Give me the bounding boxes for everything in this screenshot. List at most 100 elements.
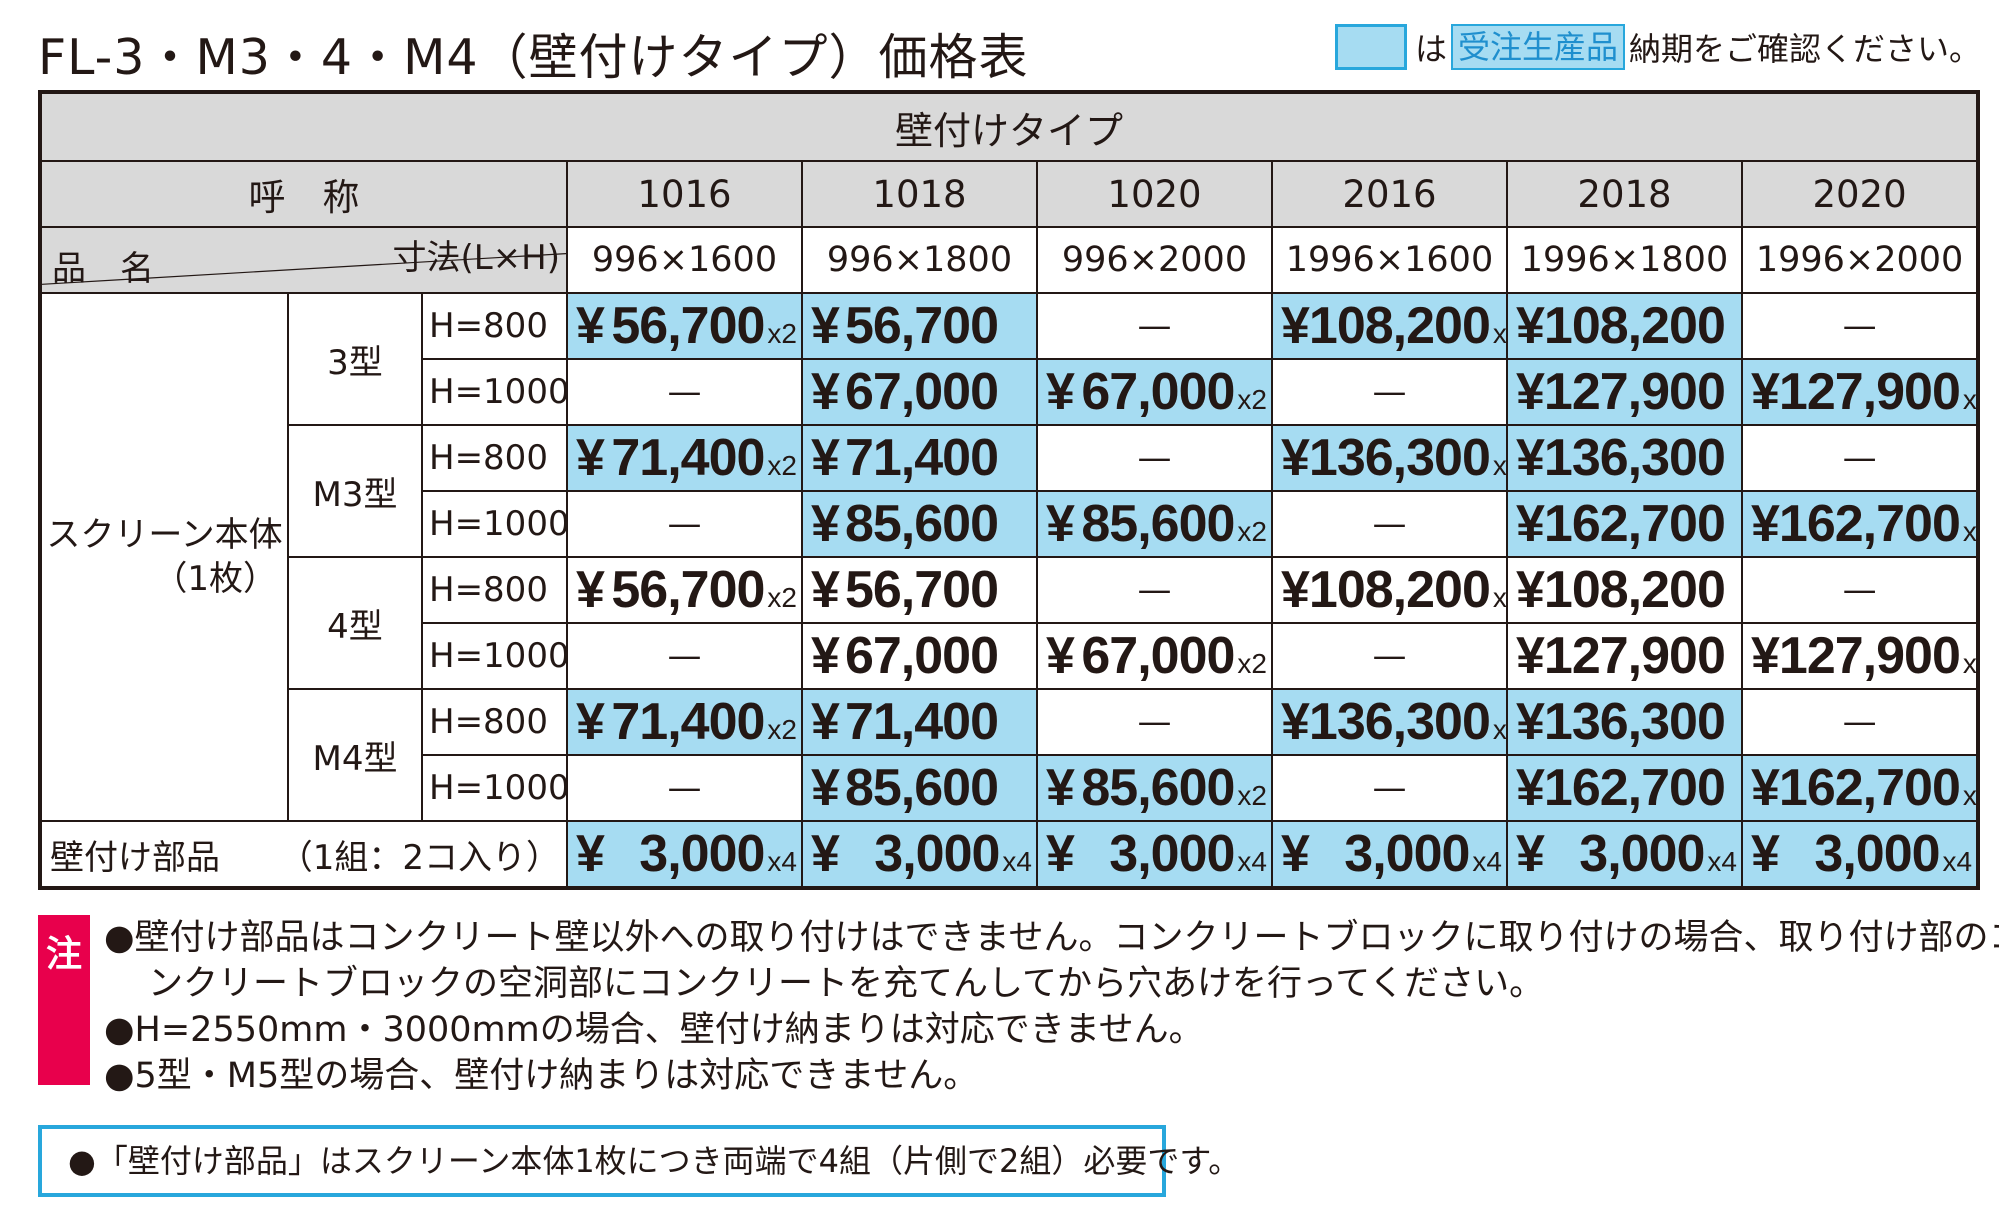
- price-cell: ¥85,600 x2: [1036, 754, 1273, 822]
- price-cell: ¥67,000: [801, 358, 1038, 426]
- empty-cell: —: [566, 754, 803, 822]
- price-cell: ¥136,300x2: [1271, 688, 1508, 756]
- type-cell: 3型: [287, 292, 423, 426]
- price-amount: 127,900: [1778, 627, 1961, 685]
- price-amount: 136,300: [1308, 429, 1491, 487]
- size-header: 1996×2000: [1740, 226, 1980, 294]
- empty-cell: —: [1036, 556, 1273, 624]
- yen-sign: ¥: [1516, 627, 1545, 685]
- price-amount: 71,400: [611, 693, 765, 751]
- price-cell: ¥162,700: [1506, 754, 1743, 822]
- yen-sign: ¥: [1281, 561, 1310, 619]
- multiplier: x2: [1492, 450, 1507, 481]
- empty-cell: —: [1036, 292, 1273, 360]
- yen-sign: ¥: [1046, 759, 1075, 817]
- price-cell: ¥67,000 x2: [1036, 358, 1273, 426]
- price-amount: 71,400: [844, 693, 999, 751]
- price-amount: 71,400: [844, 429, 999, 487]
- price-amount: 3,000: [1579, 825, 1705, 883]
- yen-sign: ¥: [1516, 759, 1545, 817]
- empty-cell: —: [566, 358, 803, 426]
- price-cell: ¥127,900: [1506, 622, 1743, 690]
- price-amount: 108,200: [1543, 561, 1726, 619]
- multiplier: x2: [1962, 516, 1977, 547]
- yen-sign: ¥: [1516, 297, 1545, 355]
- yen-sign: ¥: [811, 297, 840, 355]
- yen-sign: ¥: [1516, 825, 1545, 883]
- price-amount: 71,400: [611, 429, 765, 487]
- series-header: 1018: [801, 160, 1038, 228]
- price-cell: ¥3,000 x4: [1506, 820, 1743, 889]
- yen-sign: ¥: [1281, 429, 1310, 487]
- price-cell: ¥71,400: [801, 424, 1038, 492]
- yen-sign: ¥: [811, 693, 840, 751]
- price-amount: 136,300: [1308, 693, 1491, 751]
- price-amount: 56,700: [611, 561, 765, 619]
- price-amount: 67,000: [844, 627, 999, 685]
- multiplier: x4: [1707, 846, 1737, 877]
- yen-sign: ¥: [1751, 495, 1780, 553]
- multiplier: x2: [1237, 384, 1267, 415]
- yen-sign: ¥: [811, 759, 840, 817]
- multiplier: x4: [1002, 846, 1032, 877]
- yen-sign: ¥: [576, 297, 605, 355]
- series-header: 1020: [1036, 160, 1273, 228]
- price-amount: 3,000: [639, 825, 765, 883]
- yen-sign: ¥: [811, 429, 840, 487]
- empty-cell: —: [1740, 292, 1980, 360]
- price-amount: 56,700: [611, 297, 765, 355]
- note-line: ●壁付け部品はコンクリート壁以外への取り付けはできません。コンクリートブロックに…: [104, 918, 1999, 958]
- height-cell: H=1000: [421, 358, 568, 426]
- price-cell: ¥56,700 x2: [566, 556, 803, 624]
- table-row: 4型H=800¥56,700x2¥56,700—¥108,200x2¥108,2…: [40, 556, 1980, 690]
- price-cell: ¥127,900x2: [1740, 622, 1980, 690]
- yen-sign: ¥: [1281, 297, 1310, 355]
- yen-sign: ¥: [576, 693, 605, 751]
- price-amount: 3,000: [1344, 825, 1470, 883]
- height-cell: H=800: [421, 556, 568, 624]
- yen-sign: ¥: [811, 627, 840, 685]
- yen-sign: ¥: [1281, 825, 1310, 883]
- price-amount: 85,600: [1081, 495, 1235, 553]
- yen-sign: ¥: [1516, 495, 1545, 553]
- empty-cell: —: [1740, 688, 1980, 756]
- yen-sign: ¥: [1516, 561, 1545, 619]
- empty-cell: —: [1036, 688, 1273, 756]
- page-title: FL-3・M3・4・M4（壁付けタイプ）価格表: [38, 29, 1029, 86]
- multiplier: x2: [767, 450, 797, 481]
- table-row: H=1000— ¥67,000 ¥67,000 x2— ¥127,900 ¥127,900…: [40, 622, 1980, 690]
- multiplier: x2: [767, 318, 797, 349]
- price-amount: 56,700: [844, 297, 999, 355]
- price-cell: ¥3,000 x4: [566, 820, 803, 889]
- empty-cell: —: [1271, 358, 1508, 426]
- diagonal-line: [42, 228, 566, 292]
- note-line: ンクリートブロックの空洞部にコンクリートを充てんしてから穴あけを行ってください。: [148, 964, 1545, 1004]
- note-line: ●5型・M5型の場合、壁付け納まりは対応できません。: [104, 1056, 979, 1096]
- multiplier: x4: [1942, 846, 1973, 877]
- series-header: 2016: [1271, 160, 1508, 228]
- price-cell: ¥56,700: [801, 292, 1038, 360]
- multiplier: x2: [1237, 648, 1267, 679]
- price-amount: 67,000: [1081, 627, 1235, 685]
- empty-cell: —: [1740, 424, 1980, 492]
- multiplier: x2: [1492, 582, 1507, 613]
- category-name: スクリーン本体: [46, 515, 283, 555]
- parts-row: 壁付け部品 （1組：2コ入り） ¥3,000 x4 ¥3,000 x4 ¥3,000 x4 ¥3…: [39, 820, 1980, 889]
- yen-sign: ¥: [811, 561, 840, 619]
- price-amount: 3,000: [874, 825, 1000, 883]
- price-cell: ¥71,400 x2: [566, 424, 803, 492]
- price-cell: ¥85,600: [801, 754, 1038, 822]
- note-badge: 注: [38, 915, 90, 1085]
- multiplier: x2: [767, 582, 797, 613]
- size-header: 996×1600: [566, 226, 803, 294]
- note-line: ●H=2550mm・3000mmの場合、壁付け納まりは対応できません。: [104, 1010, 1204, 1050]
- price-cell: ¥136,300: [1506, 688, 1743, 756]
- size-label: 寸法(L×H): [392, 238, 560, 278]
- height-cell: H=800: [421, 424, 568, 492]
- yen-sign: ¥: [576, 429, 605, 487]
- multiplier: x2: [1492, 318, 1507, 349]
- yen-sign: ¥: [1046, 627, 1075, 685]
- table-row: スクリーン本体 （1枚） 3型 H=800 ¥56,700 x2 ¥56,700— ¥108,…: [39, 292, 1980, 822]
